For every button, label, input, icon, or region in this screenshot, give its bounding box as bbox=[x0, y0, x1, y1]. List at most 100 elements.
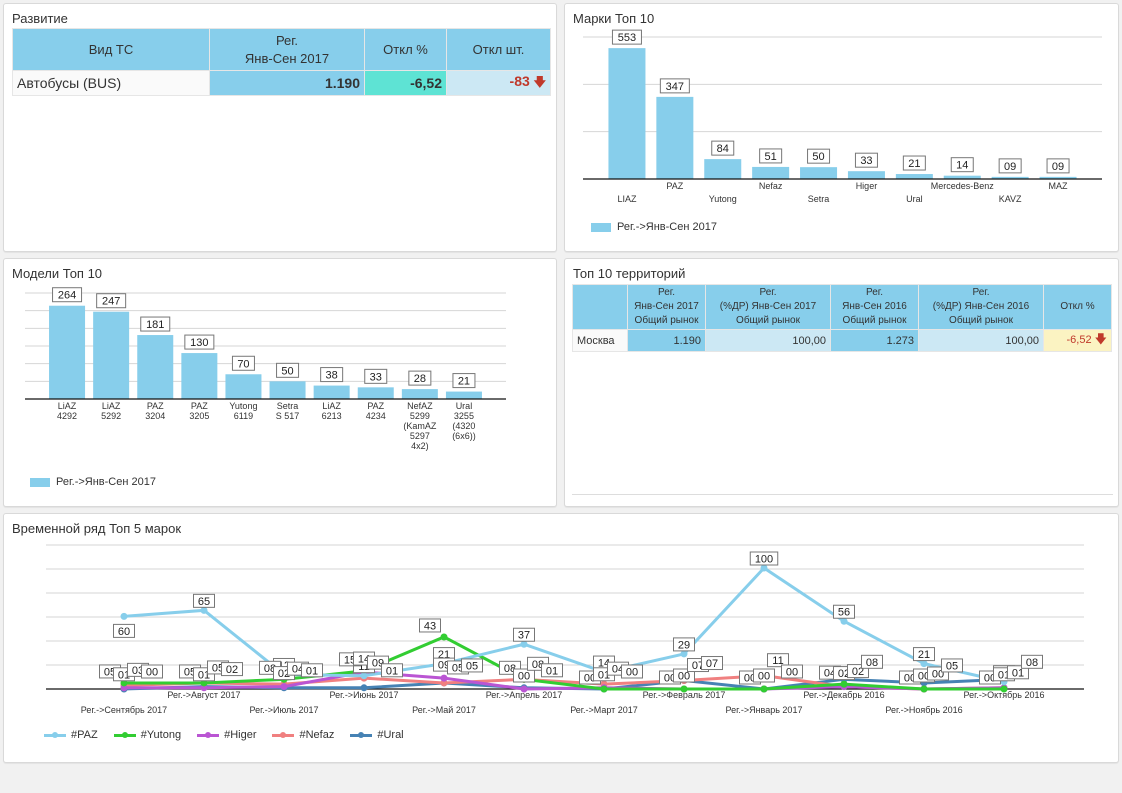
data-label: 01 bbox=[386, 665, 398, 677]
table-row[interactable]: Москва 1.190 100,00 1.273 100,00 -6,52 🡇 bbox=[572, 329, 1112, 352]
x-tick-label: Mercedes-Benz bbox=[931, 181, 995, 191]
data-label: 43 bbox=[424, 620, 436, 632]
row-territory[interactable]: Москва bbox=[572, 329, 628, 352]
bar[interactable] bbox=[943, 175, 981, 179]
bar[interactable] bbox=[49, 305, 86, 399]
data-label: 01 bbox=[306, 665, 318, 677]
data-point[interactable] bbox=[680, 685, 688, 693]
legend-label: #Nefaz bbox=[299, 729, 335, 741]
bar[interactable] bbox=[895, 174, 933, 179]
data-label-box bbox=[231, 355, 255, 371]
bar[interactable] bbox=[225, 374, 262, 399]
legend-item[interactable]: #Ural bbox=[350, 729, 404, 741]
data-point[interactable] bbox=[760, 685, 768, 693]
legend-item[interactable]: #Higer bbox=[197, 729, 256, 741]
bar[interactable] bbox=[704, 159, 742, 179]
data-point[interactable] bbox=[120, 684, 128, 692]
col-header-5[interactable]: Откл % bbox=[1043, 284, 1112, 330]
data-label-box bbox=[998, 158, 1022, 174]
data-point[interactable] bbox=[1000, 685, 1008, 693]
legend-line-icon bbox=[197, 732, 220, 738]
data-point[interactable] bbox=[440, 674, 448, 682]
bar[interactable] bbox=[847, 171, 885, 179]
data-point[interactable] bbox=[200, 684, 208, 692]
row-otkl: -6,52 bbox=[1066, 334, 1092, 346]
data-point[interactable] bbox=[920, 685, 928, 693]
x-tick-label: MAZ bbox=[1049, 181, 1069, 191]
data-label-box bbox=[767, 653, 789, 668]
x-tick-label: (4320 bbox=[452, 421, 475, 431]
data-label: 00 bbox=[678, 671, 690, 683]
data-label-box bbox=[621, 664, 643, 679]
col-header-0[interactable] bbox=[572, 284, 628, 330]
data-point[interactable] bbox=[360, 684, 368, 692]
col-header-otkl-sht[interactable]: Откл шт. bbox=[446, 28, 551, 71]
data-point[interactable] bbox=[760, 564, 768, 572]
col-header-reg[interactable]: Рег. Янв-Сен 2017 bbox=[209, 28, 365, 71]
x-tick-label: Setra bbox=[277, 401, 299, 411]
col-header-line: Общий рынок bbox=[842, 315, 907, 326]
data-label-box bbox=[364, 368, 388, 384]
bar[interactable] bbox=[357, 387, 394, 399]
data-point[interactable] bbox=[120, 612, 128, 620]
data-label: 05 bbox=[946, 660, 958, 672]
x-tick-label: PAZ bbox=[191, 401, 208, 411]
data-point[interactable] bbox=[920, 660, 928, 668]
data-label: 07 bbox=[706, 658, 718, 670]
x-tick-label: Nefaz bbox=[759, 181, 783, 191]
bar[interactable] bbox=[608, 48, 646, 179]
col-header-otkl-pct[interactable]: Откл % bbox=[364, 28, 447, 71]
data-point[interactable] bbox=[360, 672, 368, 680]
bar[interactable] bbox=[656, 96, 694, 179]
data-point[interactable] bbox=[440, 633, 448, 641]
row-name[interactable]: Автобусы (BUS) bbox=[12, 70, 210, 96]
table-row[interactable]: Автобусы (BUS) 1.190 -6,52 -83 🡇 bbox=[12, 70, 551, 96]
col-header-vid-ts[interactable]: Вид ТС bbox=[12, 28, 210, 71]
series-line-yutong[interactable] bbox=[124, 635, 1004, 691]
data-point[interactable] bbox=[280, 683, 288, 691]
data-point[interactable] bbox=[840, 680, 848, 688]
bar[interactable] bbox=[181, 353, 218, 399]
bar[interactable] bbox=[137, 335, 174, 399]
col-header-4[interactable]: Рег. (%ДР) Янв-Сен 2016 Общий рынок bbox=[918, 284, 1044, 330]
data-point[interactable] bbox=[680, 650, 688, 658]
x-tick-label: LiAZ bbox=[58, 401, 77, 411]
data-label-box bbox=[753, 668, 775, 683]
bar[interactable] bbox=[93, 311, 130, 399]
bar[interactable] bbox=[401, 389, 438, 399]
data-label: 00 bbox=[786, 667, 798, 679]
timeseries-legend: #PAZ #Yutong #Higer #Nefaz #Ural bbox=[44, 729, 404, 741]
data-point[interactable] bbox=[600, 685, 608, 693]
data-point[interactable] bbox=[520, 685, 528, 693]
data-label-box bbox=[807, 148, 831, 164]
bar[interactable] bbox=[445, 391, 482, 399]
data-label-box bbox=[854, 152, 878, 168]
col-header-3[interactable]: Рег. Янв-Сен 2016 Общий рынок bbox=[830, 284, 919, 330]
data-point[interactable] bbox=[520, 640, 528, 648]
bar[interactable] bbox=[269, 381, 306, 399]
bar[interactable] bbox=[1039, 176, 1077, 179]
row-reg2016: 1.273 bbox=[830, 329, 919, 352]
col-header-line: Янв-Сен 2017 bbox=[634, 301, 699, 312]
col-header-2[interactable]: Рег. (%ДР) Янв-Сен 2017 Общий рынок bbox=[705, 284, 831, 330]
marki-legend[interactable]: Рег.->Янв-Сен 2017 bbox=[591, 221, 717, 233]
data-point[interactable] bbox=[440, 679, 448, 687]
bar[interactable] bbox=[991, 176, 1029, 179]
data-label: 00 bbox=[626, 667, 638, 679]
legend-item[interactable]: #Yutong bbox=[113, 729, 181, 741]
bar[interactable] bbox=[800, 167, 838, 179]
data-point[interactable] bbox=[200, 606, 208, 614]
bar[interactable] bbox=[752, 166, 790, 179]
legend-item[interactable]: #PAZ bbox=[44, 729, 98, 741]
col-header-1[interactable]: Рег. Янв-Сен 2017 Общий рынок bbox=[627, 284, 706, 330]
series-line-higer[interactable] bbox=[124, 670, 1005, 691]
data-label: 84 bbox=[717, 143, 729, 155]
col-header-line: (%ДР) Янв-Сен 2017 bbox=[719, 301, 817, 312]
legend-item[interactable]: #Nefaz bbox=[272, 729, 334, 741]
data-point[interactable] bbox=[840, 617, 848, 625]
modeli-legend[interactable]: Рег.->Янв-Сен 2017 bbox=[30, 476, 156, 488]
data-label: 01 bbox=[546, 665, 558, 677]
data-label: 38 bbox=[326, 370, 338, 382]
bar[interactable] bbox=[313, 385, 350, 399]
legend-label: Рег.->Янв-Сен 2017 bbox=[617, 221, 717, 233]
